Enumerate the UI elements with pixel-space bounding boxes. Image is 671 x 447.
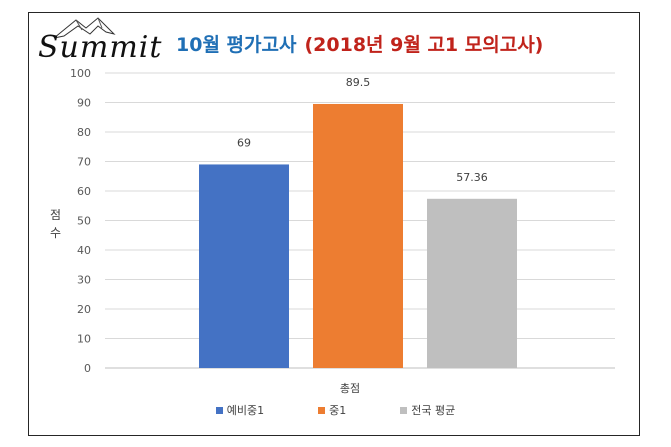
title-main: 10월 평가고사: [176, 34, 297, 56]
mountain-logo-icon: [53, 17, 116, 39]
bar-1: [199, 164, 289, 368]
chart-title: 10월 평가고사 (2018년 9월 고1 모의고사): [176, 30, 543, 57]
legend-label: 중1: [329, 404, 347, 417]
legend-item: 예비중1: [215, 402, 265, 418]
y-tick-label: 60: [77, 185, 91, 198]
summit-logo: Summit: [34, 14, 164, 66]
logo-text: Summit: [38, 30, 163, 65]
legend-label: 전국 평균: [411, 404, 456, 417]
y-tick-label: 30: [77, 274, 91, 287]
bar-3: [427, 198, 517, 368]
legend-item: 전국 평균: [400, 402, 455, 418]
legend-swatch: [215, 406, 223, 414]
y-tick-label: 10: [77, 333, 91, 346]
data-label-3: 57.36: [456, 171, 488, 184]
y-tick-label: 20: [77, 303, 91, 316]
data-label-2: 89.5: [346, 76, 371, 89]
bar-2: [313, 103, 403, 368]
y-axis-label-char: 점: [50, 208, 62, 222]
y-tick-label: 70: [77, 156, 91, 169]
y-axis-label-char: 수: [50, 226, 62, 240]
y-tick-label: 0: [84, 362, 91, 375]
title-sub: (2018년 9월 고1 모의고사): [304, 34, 544, 56]
y-tick-label: 40: [77, 244, 91, 257]
y-tick-label: 50: [77, 215, 91, 228]
legend-item: 중1: [318, 402, 346, 418]
x-axis-label: 총점: [339, 382, 361, 395]
y-tick-label: 80: [77, 126, 91, 139]
data-label-1: 69: [237, 136, 251, 149]
legend: 예비중1 중1 전국 평균: [0, 402, 671, 418]
legend-swatch: [318, 406, 326, 414]
legend-label: 예비중1: [226, 404, 265, 417]
y-tick-label: 100: [70, 67, 91, 80]
legend-swatch: [400, 406, 408, 414]
y-tick-label: 90: [77, 97, 91, 110]
